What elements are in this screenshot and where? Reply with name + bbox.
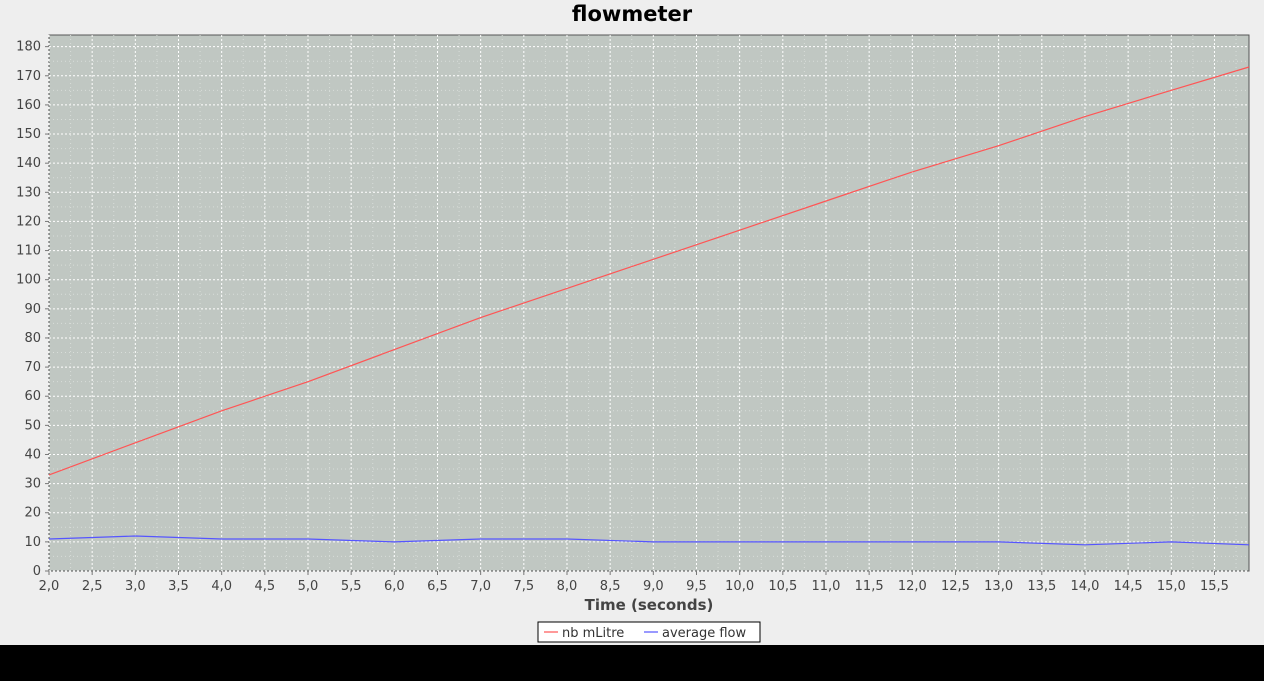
x-tick-label: 6,5	[427, 579, 448, 594]
y-tick-label: 10	[24, 535, 41, 550]
x-tick-label: 12,5	[941, 579, 970, 594]
x-tick-label: 5,5	[341, 579, 362, 594]
chart-title: flowmeter	[571, 2, 693, 26]
x-tick-label: 5,0	[298, 579, 319, 594]
x-tick-label: 8,0	[557, 579, 578, 594]
line-chart: 2,0 2,5 3,0 3,5 4,0 4,5 5,0 5,5 6,0 6,5 7,0 7,5 8,0 8…	[16, 34, 1250, 643]
y-tick-label: 70	[24, 360, 41, 375]
y-tick-label: 140	[16, 156, 41, 171]
x-tick-label: 3,0	[125, 579, 146, 594]
x-tick-label: 8,5	[600, 579, 621, 594]
bottom-black-bar	[0, 645, 1264, 681]
x-tick-label: 14,0	[1070, 579, 1099, 594]
y-tick-label: 160	[16, 98, 41, 113]
x-tick-label: 3,5	[168, 579, 189, 594]
plot-background	[48, 34, 1250, 572]
y-tick-label: 180	[16, 40, 41, 55]
x-axis-title: Time (seconds)	[585, 596, 714, 614]
x-tick-label: 15,5	[1200, 579, 1229, 594]
y-tick-label: 0	[33, 564, 41, 579]
legend-label: average flow	[662, 626, 746, 641]
y-tick-label: 110	[16, 244, 41, 259]
x-tick-label: 9,5	[686, 579, 707, 594]
y-tick-label: 60	[24, 389, 41, 404]
y-tick-label: 50	[24, 418, 41, 433]
series-line-2	[48, 535, 1250, 546]
x-tick-label: 15,0	[1157, 579, 1186, 594]
chart-panel: flowmeter 2,0 2,5 3,0 3,5 4,0 4,5 5,0 5,5 6,0 6,5…	[0, 0, 1264, 645]
x-tick-label: 12,0	[898, 579, 927, 594]
y-tick-label: 100	[16, 273, 41, 288]
x-tick-label: 2,5	[82, 579, 103, 594]
y-tick-label: 120	[16, 214, 41, 229]
x-tick-label: 14,5	[1114, 579, 1143, 594]
x-tick-label: 10,0	[725, 579, 754, 594]
legend: nb mLitre average flow	[537, 621, 761, 643]
y-tick-label: 30	[24, 477, 41, 492]
y-tick-label: 170	[16, 69, 41, 84]
x-tick-label: 9,0	[643, 579, 664, 594]
series-line-1	[48, 66, 1250, 476]
x-tick-label: 4,5	[254, 579, 275, 594]
x-tick-label: 11,5	[855, 579, 884, 594]
y-tick-label: 40	[24, 447, 41, 462]
y-tick-label: 80	[24, 331, 41, 346]
legend-label: nb mLitre	[562, 626, 624, 641]
y-tick-label: 150	[16, 127, 41, 142]
x-tick-label: 11,0	[812, 579, 841, 594]
x-tick-label: 7,5	[513, 579, 534, 594]
y-tick-label: 20	[24, 506, 41, 521]
y-tick-label: 130	[16, 185, 41, 200]
x-tick-label: 13,5	[1027, 579, 1056, 594]
x-tick-label: 6,0	[384, 579, 405, 594]
x-tick-label: 2,0	[39, 579, 60, 594]
x-tick-label: 13,0	[984, 579, 1013, 594]
x-tick-label: 4,0	[211, 579, 232, 594]
x-tick-label: 10,5	[768, 579, 797, 594]
x-tick-label: 7,0	[470, 579, 491, 594]
y-tick-label: 90	[24, 302, 41, 317]
